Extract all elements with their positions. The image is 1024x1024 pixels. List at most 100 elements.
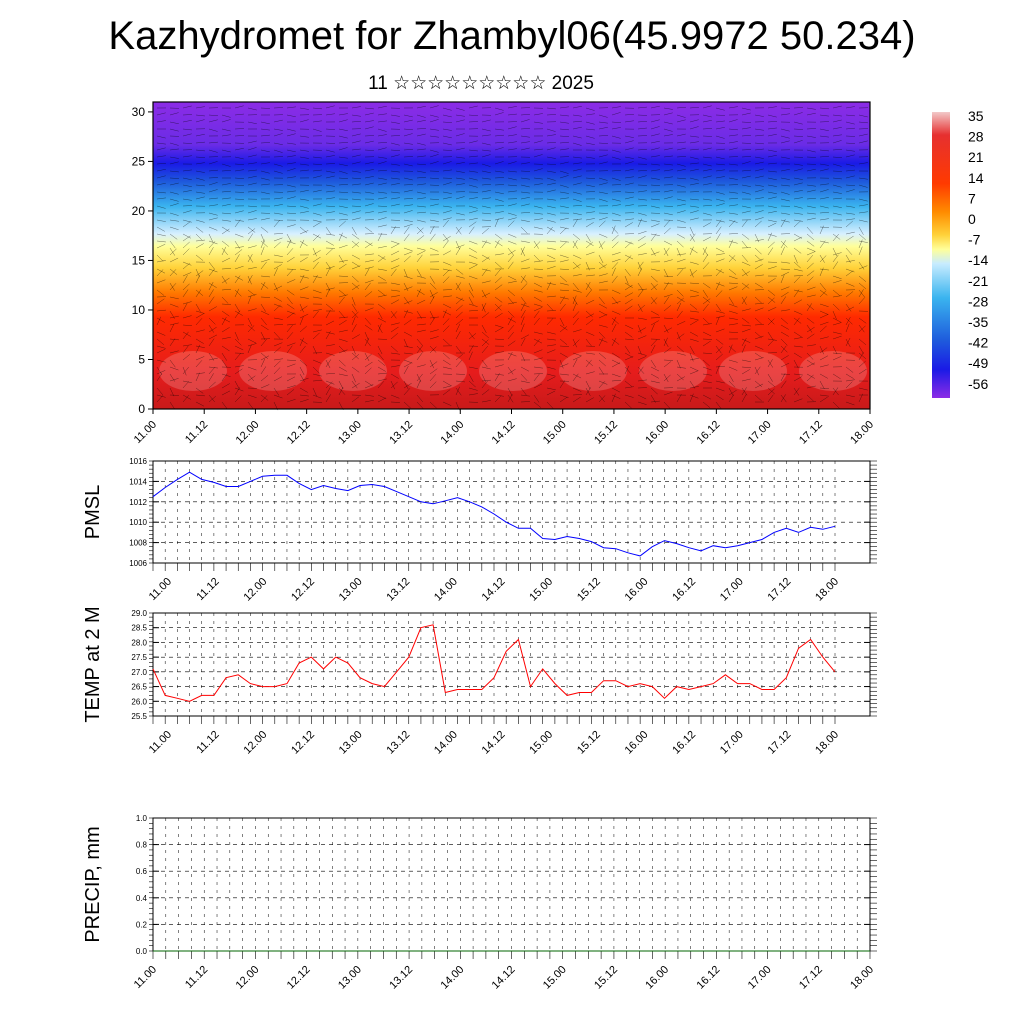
wind-barb xyxy=(169,240,176,249)
wind-barb xyxy=(754,296,762,304)
wind-barb xyxy=(442,385,452,389)
wind-barb xyxy=(533,373,540,382)
wind-barb xyxy=(390,295,400,298)
wind-barb xyxy=(468,366,478,369)
wind-barb xyxy=(767,222,777,228)
wind-barb xyxy=(754,114,764,117)
wind-barb xyxy=(858,114,868,118)
wind-barb xyxy=(364,266,374,270)
wind-barb xyxy=(286,168,296,172)
wind-barb xyxy=(663,112,673,116)
wind-barb xyxy=(507,366,514,375)
wind-barb xyxy=(273,219,280,228)
wind-barb xyxy=(689,295,699,298)
wind-barb xyxy=(533,331,543,335)
wind-barb xyxy=(754,366,761,375)
wind-barb xyxy=(416,288,422,298)
wind-barb xyxy=(442,114,452,118)
wind-barb xyxy=(650,177,660,180)
x-tick-label: 12.00 xyxy=(241,576,269,604)
wind-barb xyxy=(715,203,725,207)
panel-frame xyxy=(152,460,871,564)
wind-barb xyxy=(481,312,490,319)
wind-barb xyxy=(416,114,426,118)
x-tick-label: 14.12 xyxy=(480,576,508,604)
wind-barb xyxy=(637,366,644,375)
wind-barb xyxy=(325,331,335,335)
wind-barb xyxy=(676,210,686,214)
wind-barb xyxy=(195,106,205,109)
wind-barb xyxy=(780,274,785,284)
wind-barb xyxy=(481,154,491,158)
wind-barb xyxy=(273,149,283,153)
wind-barb xyxy=(637,324,642,334)
wind-barb xyxy=(819,155,829,158)
wind-barb xyxy=(221,246,227,256)
wind-barb xyxy=(585,113,595,116)
wind-barb xyxy=(650,359,657,368)
wind-barb xyxy=(793,276,801,284)
wind-barb xyxy=(377,161,387,165)
wind-barb xyxy=(689,198,699,201)
wind-barb xyxy=(559,324,568,331)
wind-barb xyxy=(533,296,542,302)
wind-barb xyxy=(650,251,660,256)
wind-barb xyxy=(351,352,359,360)
wind-barb xyxy=(676,302,682,312)
wind-barb xyxy=(663,205,673,207)
wind-barb xyxy=(858,265,868,270)
wind-barb xyxy=(520,219,530,222)
wind-barb xyxy=(208,119,218,123)
wind-barb xyxy=(520,283,528,291)
wind-barb xyxy=(624,176,634,179)
wind-barb xyxy=(858,393,863,403)
wind-barb xyxy=(338,142,348,144)
wind-barb xyxy=(780,271,790,277)
wind-barb xyxy=(494,296,503,303)
wind-barb xyxy=(182,184,192,187)
wind-barb xyxy=(442,169,452,172)
wind-barb xyxy=(728,128,738,131)
wind-barb xyxy=(234,380,240,390)
wind-barb xyxy=(260,310,270,316)
wind-barb xyxy=(858,297,866,305)
wind-barb xyxy=(195,270,204,277)
x-tick-label: 16.00 xyxy=(623,576,651,604)
wind-barb xyxy=(247,233,254,242)
wind-barb xyxy=(182,283,190,291)
wind-barb xyxy=(351,120,361,123)
wind-barb xyxy=(819,211,829,214)
wind-barb xyxy=(611,262,619,270)
wind-barb xyxy=(650,310,660,316)
wind-barb xyxy=(819,267,824,277)
wind-barb xyxy=(572,356,582,361)
wind-barb xyxy=(481,227,490,235)
wind-barb xyxy=(351,242,360,249)
wind-barb xyxy=(377,217,387,221)
wind-barb xyxy=(858,345,864,354)
wind-barb xyxy=(793,337,803,340)
wind-barb xyxy=(169,387,175,397)
wind-barb xyxy=(247,210,257,214)
wind-barb xyxy=(338,320,347,326)
wind-barb xyxy=(598,338,608,343)
wind-barb xyxy=(442,135,452,139)
wind-barb xyxy=(572,274,582,277)
wind-barb xyxy=(234,249,243,256)
wind-barb xyxy=(637,304,646,312)
wind-barb xyxy=(559,197,569,200)
wind-barb xyxy=(780,128,790,132)
wind-barb xyxy=(468,105,478,109)
wind-barb xyxy=(208,149,218,153)
wind-barb xyxy=(793,219,803,222)
wind-barb xyxy=(806,189,816,193)
wind-barb xyxy=(728,296,734,305)
wind-barb xyxy=(286,106,296,109)
wind-barb xyxy=(325,149,335,153)
wind-barb xyxy=(247,147,257,151)
wind-barb xyxy=(676,359,681,369)
wind-barb xyxy=(624,268,631,277)
wind-barb xyxy=(585,241,593,249)
wind-barb xyxy=(572,212,582,216)
